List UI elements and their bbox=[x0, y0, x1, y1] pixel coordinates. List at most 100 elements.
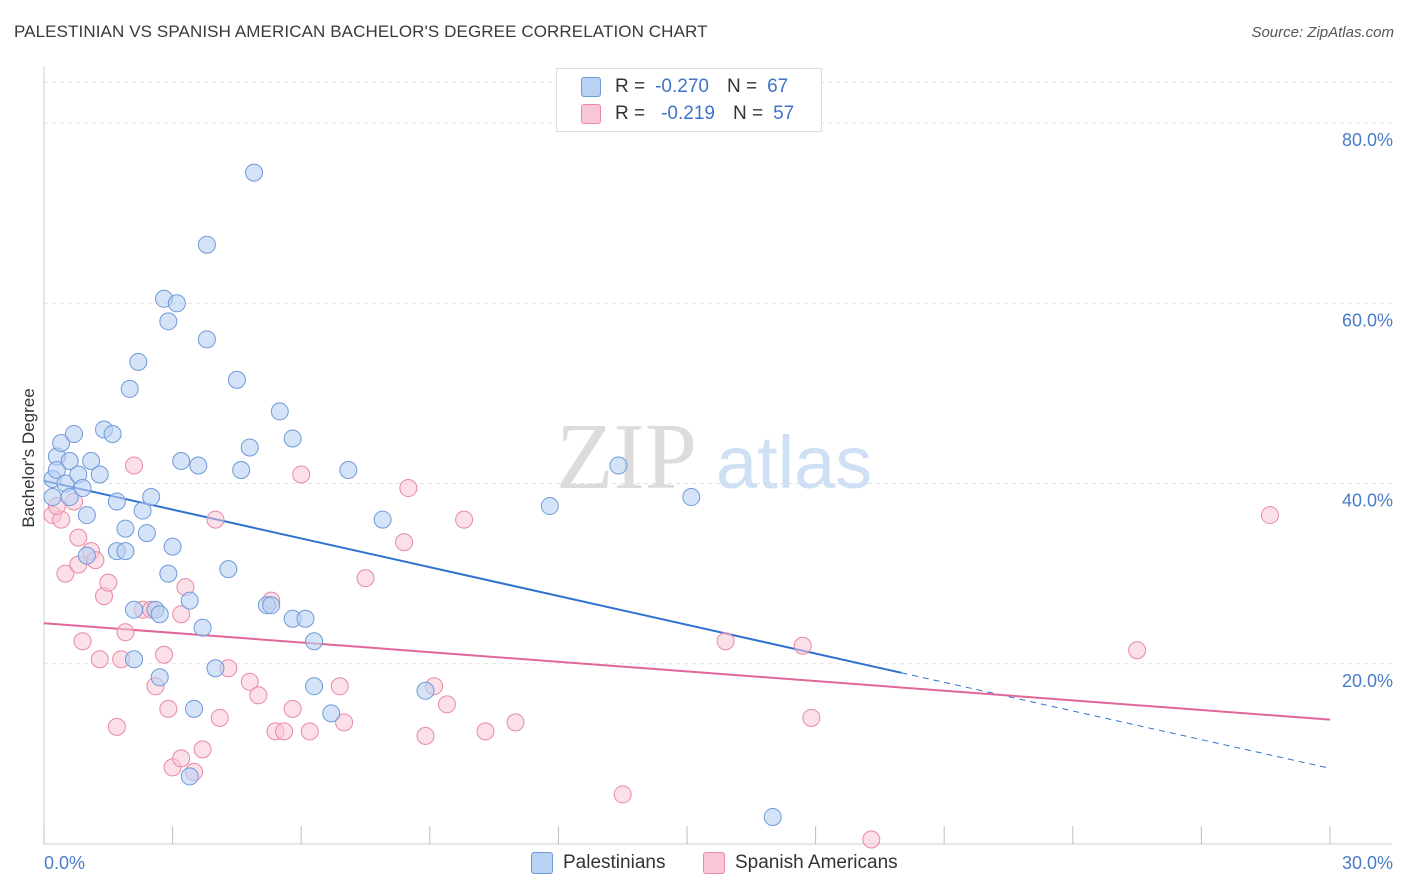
data-point-spanish-american bbox=[399, 479, 418, 498]
data-point-palestinian bbox=[180, 767, 199, 786]
data-point-spanish-american bbox=[793, 636, 812, 655]
legend-row-palestinians: R = -0.270 N = 67 bbox=[581, 75, 788, 99]
bottom-legend-label-spanish-americans: Spanish Americans bbox=[735, 852, 898, 873]
data-point-palestinian bbox=[150, 605, 169, 624]
watermark-atlas: atlas bbox=[716, 421, 872, 504]
data-point-spanish-american bbox=[1260, 506, 1279, 525]
trend-line-spanish-americans bbox=[43, 622, 1331, 721]
data-point-spanish-american bbox=[395, 533, 414, 552]
data-point-spanish-american bbox=[99, 573, 118, 592]
data-point-spanish-american bbox=[716, 632, 735, 651]
data-point-palestinian bbox=[296, 609, 315, 628]
data-point-palestinian bbox=[197, 235, 216, 254]
y-tick-label: 80.0% bbox=[1342, 130, 1393, 150]
bottom-legend-swatch-blue bbox=[531, 852, 553, 874]
data-point-palestinian bbox=[763, 807, 782, 826]
data-point-palestinian bbox=[116, 519, 135, 538]
data-point-palestinian bbox=[73, 479, 92, 498]
data-point-palestinian bbox=[60, 452, 79, 470]
data-point-palestinian bbox=[322, 704, 341, 723]
chart-title: PALESTINIAN VS SPANISH AMERICAN BACHELOR… bbox=[14, 22, 708, 41]
data-point-spanish-american bbox=[56, 564, 75, 583]
y-tick-label: 60.0% bbox=[1342, 310, 1393, 330]
legend-swatch-pink bbox=[581, 104, 601, 124]
data-point-palestinian bbox=[227, 370, 246, 389]
legend-r-value: -0.270 bbox=[655, 76, 709, 97]
data-point-palestinian bbox=[129, 352, 148, 371]
data-point-palestinian bbox=[682, 488, 701, 507]
data-point-palestinian bbox=[416, 681, 435, 700]
data-point-palestinian bbox=[116, 542, 135, 561]
data-point-spanish-american bbox=[356, 569, 375, 588]
data-point-palestinian bbox=[52, 433, 71, 452]
data-point-spanish-american bbox=[335, 713, 354, 732]
data-point-palestinian bbox=[339, 461, 358, 480]
data-point-spanish-american bbox=[300, 722, 319, 741]
data-point-spanish-american bbox=[107, 717, 126, 736]
data-point-palestinian bbox=[373, 510, 392, 529]
legend: R = -0.270 N = 67 R = -0.219 N = 57 bbox=[556, 68, 822, 132]
data-point-palestinian bbox=[172, 452, 191, 470]
data-point-palestinian bbox=[232, 461, 251, 480]
data-point-spanish-american bbox=[69, 528, 88, 547]
data-point-palestinian bbox=[206, 659, 225, 678]
data-point-spanish-american bbox=[476, 722, 495, 741]
data-point-palestinian bbox=[540, 497, 559, 516]
data-point-palestinian bbox=[245, 163, 264, 182]
data-point-palestinian bbox=[137, 524, 156, 543]
data-point-spanish-american bbox=[283, 699, 302, 718]
data-point-palestinian bbox=[185, 699, 204, 718]
data-point-spanish-american bbox=[172, 605, 191, 624]
trend-line-palestinians-extension bbox=[901, 672, 1331, 769]
legend-n-value: 67 bbox=[767, 76, 789, 97]
data-point-palestinian bbox=[159, 564, 178, 583]
data-point-spanish-american bbox=[125, 456, 144, 475]
data-point-spanish-american bbox=[155, 645, 174, 664]
bottom-legend-palestinians: Palestinians bbox=[531, 852, 665, 874]
source-label: Source: ZipAtlas.com bbox=[1251, 24, 1394, 41]
legend-n-value: 57 bbox=[773, 103, 795, 124]
data-point-palestinian bbox=[90, 465, 109, 484]
y-tick-label: 40.0% bbox=[1342, 491, 1393, 511]
data-point-palestinian bbox=[125, 650, 144, 669]
bottom-legend-swatch-pink bbox=[703, 852, 725, 874]
data-point-spanish-american bbox=[506, 713, 525, 732]
data-point-palestinian bbox=[133, 501, 152, 520]
data-point-palestinian bbox=[240, 438, 259, 457]
tick-labels: 20.0% 40.0% 60.0% 80.0% 0.0% 30.0% bbox=[44, 130, 1393, 873]
data-point-palestinian bbox=[103, 424, 122, 443]
data-point-spanish-american bbox=[249, 686, 268, 705]
data-point-palestinian bbox=[219, 560, 238, 579]
data-point-palestinian bbox=[77, 506, 96, 525]
legend-row-spanish-americans: R = -0.219 N = 57 bbox=[581, 102, 794, 126]
data-point-spanish-american bbox=[159, 699, 178, 718]
data-point-spanish-american bbox=[1128, 641, 1147, 660]
y-tick-label: 20.0% bbox=[1342, 671, 1393, 691]
bottom-legend-spanish-americans: Spanish Americans bbox=[703, 852, 898, 874]
data-point-palestinian bbox=[120, 379, 139, 398]
data-point-spanish-american bbox=[240, 672, 259, 691]
data-point-spanish-american bbox=[275, 722, 294, 741]
data-point-spanish-american bbox=[206, 510, 225, 529]
y-axis-label: Bachelor's Degree bbox=[19, 388, 38, 527]
data-point-spanish-american bbox=[802, 708, 821, 727]
data-point-palestinian bbox=[305, 677, 324, 696]
data-point-spanish-american bbox=[613, 785, 632, 804]
data-point-spanish-american bbox=[90, 650, 109, 669]
trend-line-palestinians bbox=[43, 479, 902, 674]
data-point-palestinian bbox=[159, 312, 178, 331]
data-point-palestinian bbox=[65, 424, 84, 443]
data-point-spanish-american bbox=[116, 623, 135, 642]
data-point-spanish-american bbox=[437, 695, 456, 714]
bottom-legend-label-palestinians: Palestinians bbox=[563, 852, 666, 873]
data-point-palestinian bbox=[283, 429, 302, 448]
data-point-palestinian bbox=[163, 537, 182, 556]
data-point-palestinian bbox=[125, 600, 144, 619]
watermark-zip: ZIP bbox=[556, 405, 697, 509]
x-tick-label: 30.0% bbox=[1342, 853, 1393, 873]
legend-n-label: N = bbox=[726, 76, 758, 97]
data-point-spanish-american bbox=[455, 510, 474, 529]
points-spanish-americans bbox=[43, 456, 1279, 849]
points-palestinians bbox=[43, 163, 782, 826]
